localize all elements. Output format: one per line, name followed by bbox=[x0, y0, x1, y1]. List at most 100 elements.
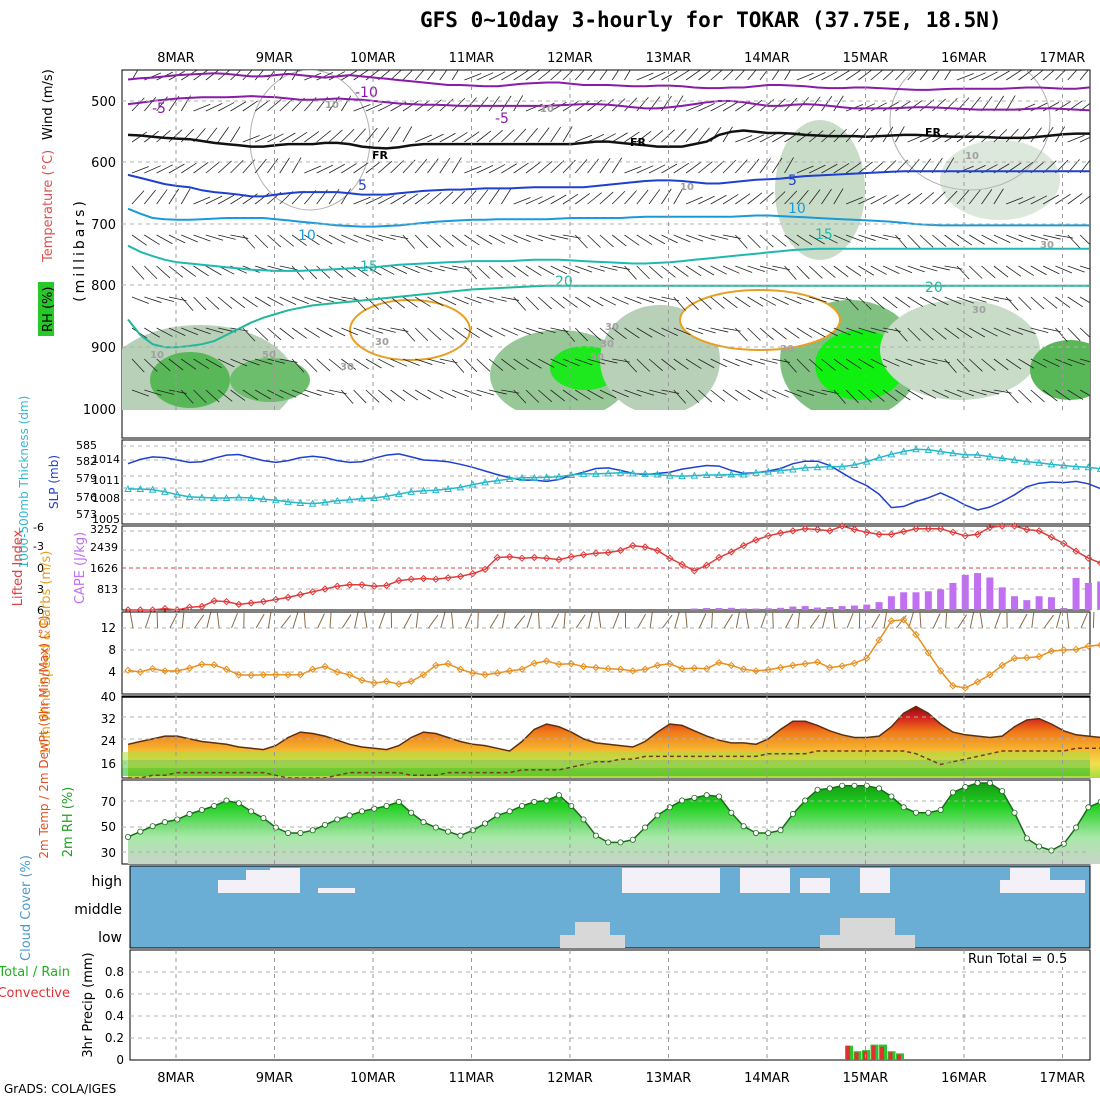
wind-barb bbox=[735, 358, 753, 366]
wind10-barb bbox=[428, 614, 439, 629]
wind-barb bbox=[784, 234, 800, 246]
wind-barb bbox=[279, 296, 297, 305]
rh2m-point bbox=[149, 823, 156, 830]
wind-barb bbox=[538, 161, 553, 174]
wind-barb bbox=[599, 265, 618, 271]
lifted-index-point bbox=[875, 530, 883, 539]
wind-barb bbox=[156, 130, 171, 143]
wind-barb bbox=[685, 103, 703, 112]
wind10-point bbox=[592, 663, 600, 672]
wind-barb bbox=[771, 98, 786, 112]
wind-barb bbox=[685, 196, 703, 205]
wind-barb bbox=[575, 134, 593, 143]
lifted-index-point bbox=[296, 590, 305, 599]
wind-barb bbox=[661, 70, 678, 81]
wind-barb bbox=[390, 160, 404, 174]
rh2m-point bbox=[752, 829, 759, 836]
wind-barb bbox=[599, 158, 611, 174]
precip-convective-bar bbox=[880, 1046, 884, 1060]
lifted-index-point bbox=[308, 588, 317, 596]
wind-barb bbox=[759, 327, 774, 341]
wind10-barb bbox=[745, 612, 750, 629]
thickness-point bbox=[986, 452, 994, 460]
wind-barb bbox=[402, 70, 414, 81]
cape-bar bbox=[1060, 608, 1068, 610]
cape-bar bbox=[900, 592, 908, 610]
wind10-point bbox=[912, 630, 920, 639]
wind-barb bbox=[562, 70, 574, 81]
rh2m-panel: 70 50 30 2m RH (%) bbox=[61, 779, 1100, 865]
wind-barb bbox=[722, 358, 740, 367]
wind-barb bbox=[895, 389, 911, 401]
date-labels-bottom: 8MAR 9MAR 10MAR 11MAR 12MAR 13MAR 14MAR 15MAR 16… bbox=[157, 1071, 1085, 1086]
cloud-high-block bbox=[622, 868, 720, 893]
thickness-point bbox=[850, 460, 859, 468]
wind10-barb bbox=[723, 614, 733, 629]
wind-barb bbox=[304, 327, 320, 338]
wind-barb bbox=[377, 127, 390, 143]
lifted-index-point bbox=[592, 549, 600, 558]
wind-barb bbox=[1055, 327, 1068, 342]
wind-barb bbox=[673, 234, 691, 243]
contour-label: -5 bbox=[152, 101, 166, 117]
wind-barb bbox=[956, 327, 973, 339]
thickness-point bbox=[431, 486, 440, 494]
wind-barb bbox=[1018, 358, 1035, 369]
wind-barb bbox=[698, 265, 715, 276]
wind10-barb bbox=[181, 612, 185, 629]
lifted-index-point bbox=[518, 554, 526, 562]
wind-barb bbox=[414, 234, 428, 249]
wind-barb bbox=[993, 129, 1008, 143]
date-label-top: 9MAR bbox=[256, 51, 293, 66]
wind-barb bbox=[1079, 136, 1090, 143]
wind-barb bbox=[242, 100, 258, 112]
temp-tick-40: 40 bbox=[101, 690, 116, 704]
wind-barb bbox=[205, 327, 224, 334]
wind-barb bbox=[365, 389, 380, 403]
cape-label: CAPE (J/kg) bbox=[73, 532, 88, 604]
wind-barb bbox=[624, 296, 642, 304]
wind-barb bbox=[759, 389, 777, 399]
wind-barb bbox=[439, 132, 456, 143]
wind-barb bbox=[279, 157, 290, 174]
wind-barb bbox=[525, 127, 538, 143]
lifted-index-point bbox=[949, 528, 957, 537]
wind-barb bbox=[402, 126, 413, 143]
contour-label: 10 bbox=[680, 182, 694, 193]
wind10-point bbox=[789, 661, 797, 670]
wind-barb bbox=[993, 95, 1005, 112]
wind-barb bbox=[316, 72, 334, 81]
wind-barb bbox=[131, 358, 145, 373]
rh2m-point bbox=[876, 785, 883, 792]
wind-barb bbox=[402, 327, 416, 342]
wind-barb bbox=[882, 296, 898, 309]
wind-barb bbox=[747, 134, 765, 143]
rh2m-point bbox=[198, 807, 205, 814]
wind-barb bbox=[538, 265, 555, 276]
wind-barb bbox=[365, 70, 380, 81]
contour-label: 30 bbox=[780, 344, 794, 355]
wind-barb bbox=[956, 389, 975, 397]
wind-barb bbox=[451, 327, 467, 339]
wind10-point bbox=[148, 664, 157, 673]
legend-temperature: Temperature (°C) bbox=[41, 150, 56, 263]
wind-barb bbox=[796, 165, 814, 174]
cape-bar bbox=[727, 607, 735, 610]
wind-barb bbox=[685, 327, 704, 335]
thickness-point bbox=[579, 469, 588, 477]
wind-barb bbox=[808, 358, 823, 372]
wind-barb bbox=[144, 165, 161, 174]
rh2m-point bbox=[728, 809, 735, 816]
wind-barb bbox=[427, 327, 442, 341]
wind10-point bbox=[666, 660, 674, 668]
wind10-barb bbox=[216, 612, 220, 629]
wind-barb bbox=[353, 296, 367, 311]
wind-barb bbox=[833, 358, 849, 370]
wind-barb bbox=[218, 234, 236, 240]
wind-barb bbox=[1030, 327, 1049, 334]
thickness-point bbox=[702, 470, 711, 479]
wind-barb bbox=[464, 358, 478, 373]
thickness-point bbox=[653, 470, 662, 478]
rh2m-point bbox=[617, 839, 624, 846]
wind-barb bbox=[501, 327, 518, 336]
